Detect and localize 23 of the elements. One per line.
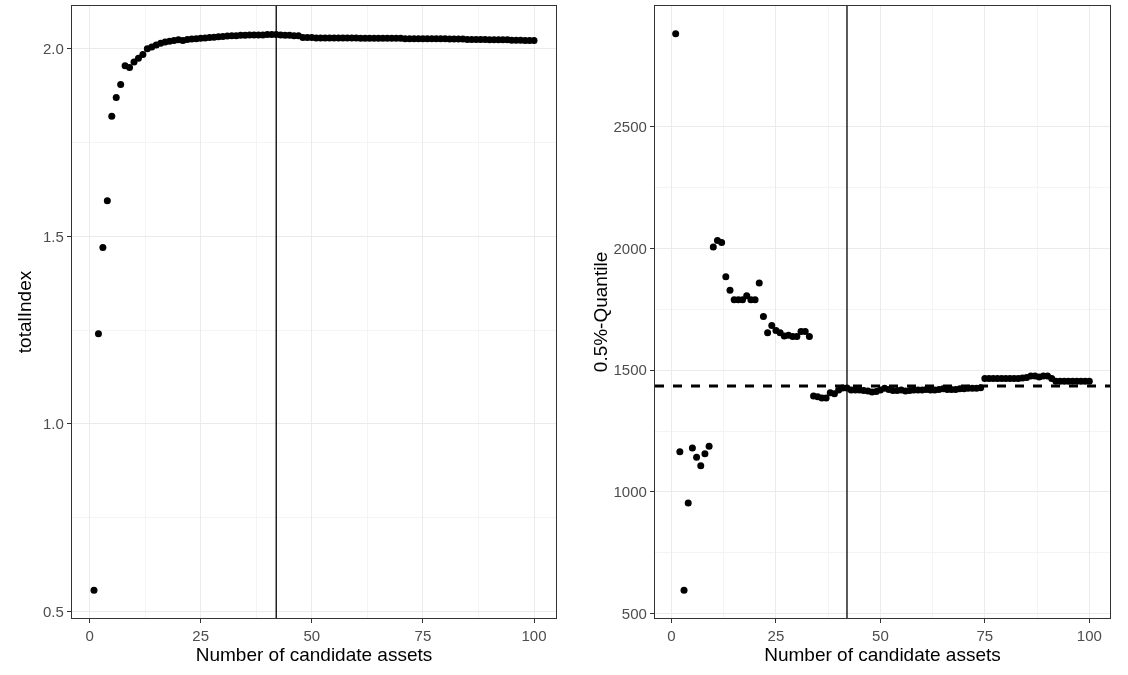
x-tick-label: 75 — [414, 627, 432, 645]
y-tick-label: 500 — [621, 604, 647, 622]
x-tick-label: 0 — [85, 627, 94, 645]
y-tick-label: 2500 — [613, 117, 647, 135]
x-tick-label: 50 — [303, 627, 321, 645]
x-tick-label: 100 — [521, 627, 547, 645]
x-axis-title: Number of candidate assets — [195, 644, 433, 666]
y-tick-label: 2.0 — [43, 40, 64, 57]
y-tick-label: 1500 — [613, 361, 647, 379]
y-axis-title: totalIndex — [13, 270, 35, 354]
y-tick-label: 1.0 — [43, 415, 64, 432]
x-tick-label: 100 — [1076, 627, 1102, 645]
y-tick-label: 0.5 — [43, 602, 64, 620]
x-axis-title: Number of candidate assets — [764, 644, 1001, 666]
y-tick-label: 1000 — [613, 483, 647, 501]
y-axis-title: 0.5%-Quantile — [590, 251, 611, 373]
x-tick-label: 25 — [192, 627, 210, 645]
x-tick-label: 0 — [667, 627, 676, 645]
y-tick-label: 2000 — [613, 239, 647, 257]
x-tick-label: 50 — [872, 627, 889, 645]
x-tick-label: 75 — [976, 627, 994, 645]
y-tick-label: 1.5 — [43, 227, 64, 245]
x-tick-label: 25 — [767, 627, 785, 645]
